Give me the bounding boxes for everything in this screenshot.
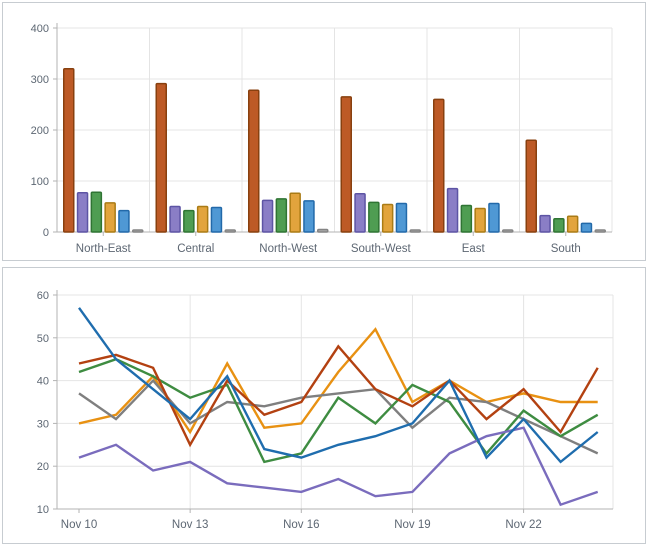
bar-chart: 0 100 200 300 400 North-East Central North-West… xyxy=(31,23,613,255)
bar-gray-east xyxy=(502,229,514,233)
bar-rust-central xyxy=(155,82,167,233)
bar-purple-north-west xyxy=(261,199,274,233)
x-axis-tick-label: Nov 16 xyxy=(283,519,319,531)
bar-gray-central xyxy=(224,229,236,233)
bar-rust-north-east xyxy=(63,68,75,233)
bar-gray-south-west xyxy=(409,229,421,233)
y-axis-tick-label: 50 xyxy=(37,333,49,345)
bar-green-central xyxy=(183,209,195,233)
bar-orange-north-east xyxy=(104,202,116,233)
bar-gray-north-east xyxy=(132,229,144,233)
line-chart-panel: 10 20 30 40 50 60 Nov 10 Nov 13 Nov 16 Nov 19 Nov … xyxy=(2,267,646,544)
x-axis-tick-label: Nov 19 xyxy=(394,519,430,531)
bar-gray-south xyxy=(594,229,606,233)
line-chart: 10 20 30 40 50 60 Nov 10 Nov 13 Nov 16 Nov 19 Nov … xyxy=(37,290,614,531)
y-axis-tick-label: 10 xyxy=(37,504,49,516)
bar-purple-south-west xyxy=(354,193,366,233)
line-series-blue xyxy=(78,307,599,464)
y-axis-tick-label: 20 xyxy=(37,461,49,473)
bar-blue-north-east xyxy=(118,209,130,233)
bar-purple-north-east xyxy=(76,191,89,233)
bar-blue-east xyxy=(488,202,500,233)
bar-rust-east xyxy=(433,98,445,233)
x-axis-category-label: South xyxy=(551,243,581,255)
bar-blue-north-west xyxy=(303,200,315,233)
x-axis-tick-label: Nov 13 xyxy=(172,519,208,531)
bar-green-south-west xyxy=(368,201,380,233)
bar-green-south xyxy=(553,217,565,233)
bar-rust-south-west xyxy=(340,96,352,233)
bar-green-east xyxy=(460,204,473,233)
bar-orange-south xyxy=(566,215,579,233)
bar-rust-north-west xyxy=(248,89,260,233)
bar-gray-north-west xyxy=(317,228,329,233)
line-series-red xyxy=(78,344,599,448)
bar-purple-east xyxy=(446,187,459,233)
bar-chart-panel: 0 100 200 300 400 North-East Central North-West… xyxy=(2,2,646,261)
y-axis-tick-label: 100 xyxy=(31,176,49,188)
bar-rust-south xyxy=(525,139,537,233)
bar-orange-east xyxy=(474,207,486,233)
bar-orange-south-west xyxy=(381,203,394,233)
y-axis-tick-label: 0 xyxy=(43,227,49,239)
x-axis-category-label: South-West xyxy=(351,243,412,255)
bar-green-north-east xyxy=(90,191,103,233)
x-axis-category-label: North-East xyxy=(76,243,132,255)
x-axis-category-label: Central xyxy=(177,243,214,255)
y-axis-tick-label: 400 xyxy=(31,23,49,35)
bar-blue-south-west xyxy=(395,202,408,233)
y-axis-tick-label: 300 xyxy=(31,74,49,86)
bar-blue-central xyxy=(210,206,223,233)
bar-blue-south xyxy=(580,222,593,233)
x-axis-category-label: East xyxy=(462,243,486,255)
x-axis-tick-label: Nov 10 xyxy=(61,519,97,531)
bar-orange-central xyxy=(196,205,209,233)
y-axis-tick-label: 200 xyxy=(31,125,49,137)
bar-orange-north-west xyxy=(289,192,301,233)
x-axis-category-label: North-West xyxy=(259,243,318,255)
line-series-green xyxy=(78,357,599,464)
bar-green-north-west xyxy=(275,198,288,233)
x-axis-tick-label: Nov 22 xyxy=(505,519,541,531)
bar-purple-central xyxy=(169,205,181,233)
bar-purple-south xyxy=(539,214,551,233)
y-axis-tick-label: 60 xyxy=(37,290,49,302)
y-axis-tick-label: 40 xyxy=(37,376,49,388)
y-axis-tick-label: 30 xyxy=(37,418,49,430)
